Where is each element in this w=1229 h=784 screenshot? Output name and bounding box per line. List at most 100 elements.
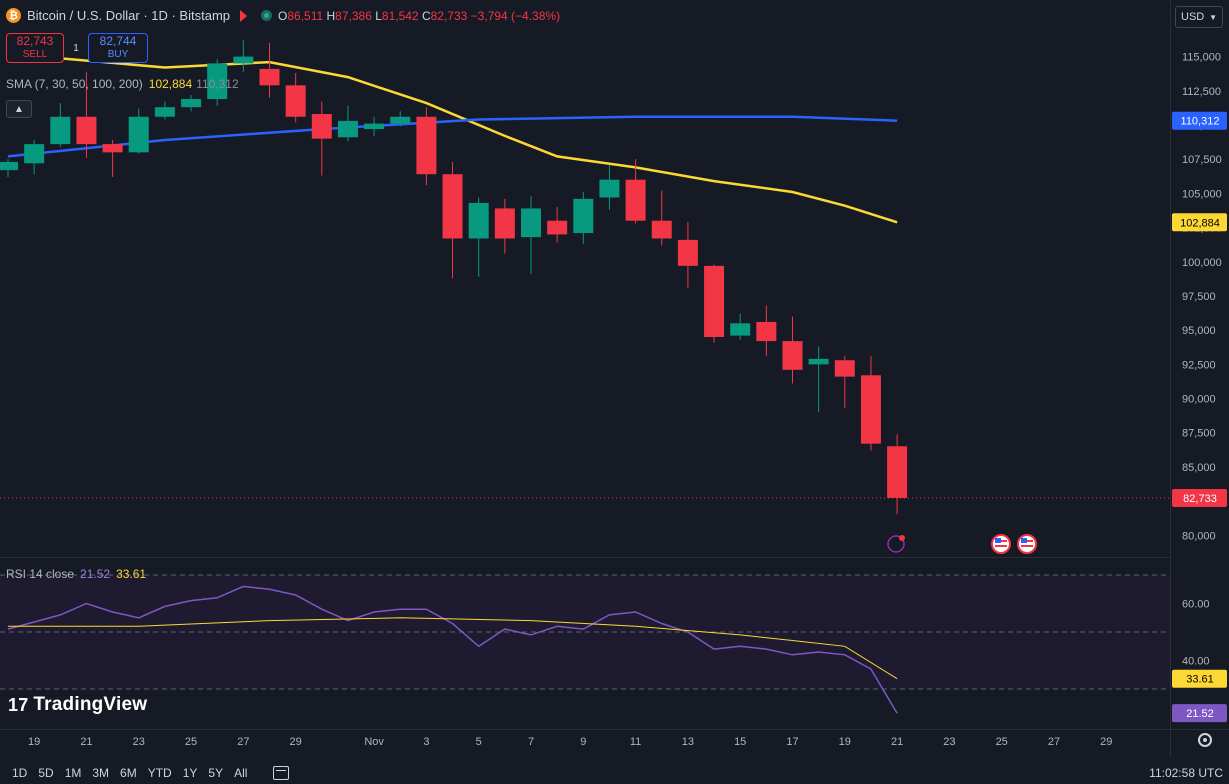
us-flag-canton (1021, 538, 1027, 543)
chevron-up-icon: ▲ (14, 103, 24, 115)
candle-body (808, 358, 829, 365)
rsi-legend[interactable]: RSI 14 close 21.52 33.61 (6, 567, 147, 581)
candle-body (494, 208, 515, 239)
time-axis-separator (0, 729, 1229, 730)
market-status-icon[interactable] (261, 10, 272, 21)
tradingview-mark-icon: 17 (8, 694, 29, 715)
rsi-axis-label: 21.52 (1172, 704, 1227, 723)
us-flag-stripe (1021, 545, 1033, 547)
collapse-legend-button[interactable]: ▲ (6, 100, 32, 118)
last-price-axis-label: 82,733 (1172, 488, 1227, 507)
range-button-ytd[interactable]: YTD (147, 766, 172, 780)
time-tick-label: 29 (1100, 736, 1112, 748)
sma-legend[interactable]: SMA (7, 30, 50, 100, 200) 102,884 110,312 (6, 77, 239, 91)
candle-body (704, 265, 725, 337)
candle (337, 105, 358, 142)
candle-body (390, 116, 411, 124)
currency-selector[interactable]: USD ▼ (1175, 6, 1223, 28)
candle (24, 140, 45, 175)
rsi-axis-label-box (1172, 704, 1227, 723)
symbol-legend: ₿ Bitcoin / U.S. Dollar · 1D · Bitstamp … (6, 8, 560, 23)
time-tick-label: 7 (528, 736, 534, 748)
us-flag-ring (1017, 534, 1037, 554)
calendar-goto-icon[interactable] (273, 766, 290, 780)
sell-button[interactable]: 82,743 SELL (6, 33, 64, 63)
time-tick-label: 23 (133, 736, 145, 748)
ohlc-values: O86,511 H87,386 L81,542 C82,733 −3,794 (… (278, 8, 561, 23)
candle (547, 207, 568, 243)
candle-body (599, 179, 620, 198)
time-tick-label: 25 (185, 736, 197, 748)
candle (207, 59, 228, 106)
candle-body (207, 63, 228, 99)
candle-body (102, 144, 123, 153)
range-button-1d[interactable]: 1D (12, 766, 28, 780)
utc-clock[interactable]: 11:02:58 UTC (1149, 766, 1223, 780)
candle (285, 72, 306, 123)
candle (154, 101, 175, 120)
price-tick-label: 85,000 (1182, 462, 1216, 474)
sma-blue-axis-label-box (1172, 111, 1227, 130)
price-tick-label: 115,000 (1182, 52, 1221, 64)
pane-separator (0, 557, 1170, 558)
trade-buttons: 82,743 SELL 1 82,744 BUY (6, 33, 148, 63)
us-flag-stripe (995, 545, 1007, 547)
symbol-title[interactable]: Bitcoin / U.S. Dollar · 1D · Bitstamp (27, 8, 230, 23)
price-tick-label: 90,000 (1182, 394, 1216, 406)
change-value: −3,794 (−4.38%) (470, 8, 561, 23)
gear-icon[interactable] (1198, 733, 1212, 747)
range-button-all[interactable]: All (234, 766, 248, 780)
candle-body (625, 179, 646, 221)
rsi-ma-axis-label: 33.61 (1172, 669, 1227, 688)
price-tick-label: 112,500 (1182, 86, 1221, 98)
last-price-axis-label-box (1172, 488, 1227, 507)
buy-button[interactable]: 82,744 BUY (88, 33, 148, 63)
time-tick-label: 27 (237, 736, 249, 748)
candle-body (76, 116, 97, 145)
sma-200-line (7, 115, 898, 158)
candle-body (677, 239, 698, 266)
range-button-3m[interactable]: 3M (92, 766, 110, 780)
candle-body (887, 446, 908, 498)
price-tick-label: 92,500 (1182, 359, 1216, 371)
time-tick-label: 13 (682, 736, 694, 748)
candle-body (128, 116, 149, 153)
candle (730, 313, 751, 340)
time-tick-label: 21 (80, 736, 92, 748)
tradingview-logo[interactable]: 17 TradingView (8, 694, 148, 715)
candle (102, 140, 123, 177)
candle (416, 107, 437, 186)
candle-body (337, 120, 358, 138)
candle-body (416, 116, 437, 175)
candle-body (285, 85, 306, 117)
time-tick-label: 21 (891, 736, 903, 748)
range-button-1m[interactable]: 1M (64, 766, 82, 780)
candle (0, 159, 18, 177)
us-flag-icon (1017, 534, 1037, 554)
candle-body (860, 375, 881, 444)
range-button-5d[interactable]: 5D (38, 766, 54, 780)
time-tick-label: 9 (580, 736, 586, 748)
candle (834, 356, 855, 409)
range-button-5y[interactable]: 5Y (208, 766, 224, 780)
candle-body (547, 220, 568, 235)
us-flag-icon (991, 534, 1011, 554)
candle-body (730, 323, 751, 336)
candle (233, 40, 254, 72)
sma-blue-axis-label-text: 110,312 (1181, 116, 1220, 128)
us-flag-ring (991, 534, 1011, 554)
rsi-ma-axis-label-box (1172, 669, 1227, 688)
candle-body (468, 202, 489, 239)
candle (311, 101, 332, 176)
sma-yellow-axis-label: 102,884 (1172, 213, 1227, 232)
candle (181, 94, 202, 112)
range-button-1y[interactable]: 1Y (182, 766, 198, 780)
time-tick-label: 5 (476, 736, 482, 748)
candle (128, 108, 149, 154)
candle-body (364, 123, 385, 130)
flag-icon[interactable] (240, 9, 247, 22)
candle-body (233, 56, 254, 64)
range-button-6m[interactable]: 6M (120, 766, 137, 780)
